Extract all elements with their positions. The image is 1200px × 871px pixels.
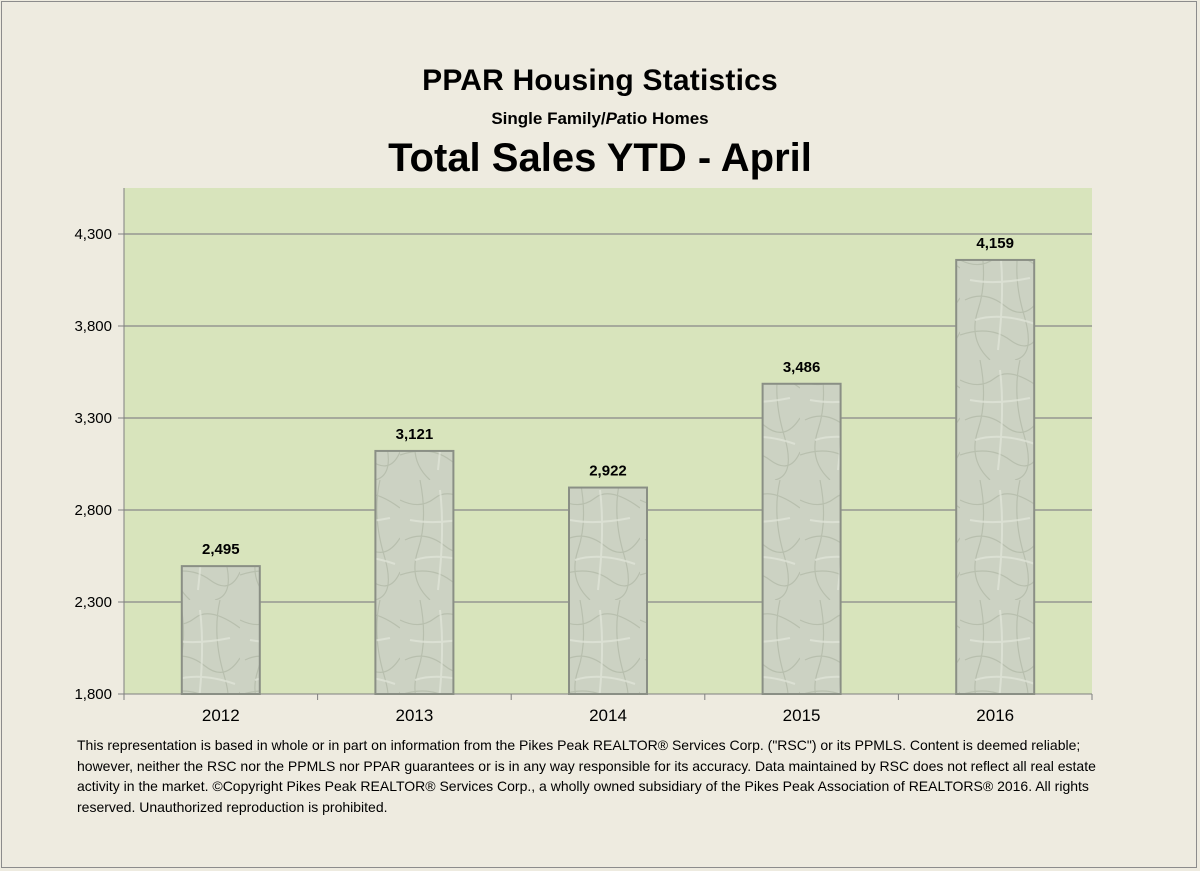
x-tick-label-2016: 2016 bbox=[976, 706, 1014, 725]
data-label-2016: 4,159 bbox=[976, 235, 1014, 252]
subtitle-part-b: Pa bbox=[605, 109, 627, 128]
bar-2012 bbox=[180, 565, 261, 695]
chart-title: PPAR Housing Statistics bbox=[422, 64, 778, 97]
bar-2015 bbox=[761, 382, 842, 695]
bar-chart: 1,800 2,300 2,800 3,300 3,800 4,300 2,495 2012 3… bbox=[74, 188, 1093, 725]
y-tick-label: 3,800 bbox=[74, 318, 112, 335]
y-tick-label: 4,300 bbox=[74, 226, 112, 243]
subtitle-part-c: tio Homes bbox=[626, 109, 709, 128]
y-tick-label: 1,800 bbox=[74, 686, 112, 703]
data-label-2014: 2,922 bbox=[589, 463, 627, 480]
x-tick-label-2015: 2015 bbox=[783, 706, 821, 725]
bar-2013 bbox=[374, 449, 455, 695]
bar-2014 bbox=[568, 486, 648, 695]
chart-subtitle: Single Family/Patio Homes bbox=[0, 109, 1200, 129]
y-tick-label: 2,300 bbox=[74, 594, 112, 611]
plot-area: 1,800 2,300 2,800 3,300 3,800 4,300 2,495 2012 3… bbox=[74, 188, 1093, 725]
subtitle-part-a: Single Family/ bbox=[491, 109, 606, 128]
data-label-2015: 3,486 bbox=[783, 359, 821, 376]
data-label-2013: 3,121 bbox=[396, 426, 434, 443]
x-tick-label-2013: 2013 bbox=[395, 706, 433, 725]
chart-main-title: Total Sales YTD - April bbox=[388, 136, 812, 180]
x-tick-label-2014: 2014 bbox=[589, 706, 627, 725]
y-tick-label: 3,300 bbox=[74, 410, 112, 427]
y-tick-label: 2,800 bbox=[74, 502, 112, 519]
x-tick-label-2012: 2012 bbox=[202, 706, 240, 725]
data-label-2012: 2,495 bbox=[202, 541, 240, 558]
copyright-footnote: This representation is based in whole or… bbox=[77, 737, 1096, 815]
bar-2016 bbox=[955, 258, 1036, 695]
